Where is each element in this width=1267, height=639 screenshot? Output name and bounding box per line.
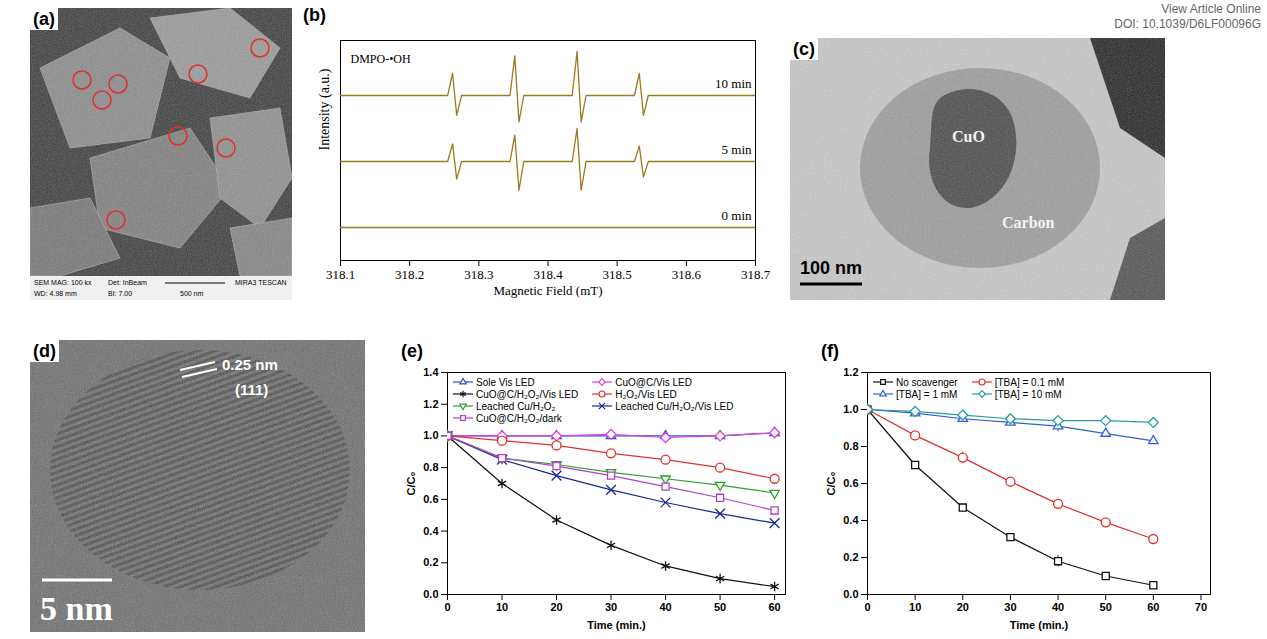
svg-text:0.4: 0.4 xyxy=(423,525,439,537)
svg-text:0.8: 0.8 xyxy=(843,440,858,452)
svg-text:318.7: 318.7 xyxy=(741,267,770,282)
svg-text:50: 50 xyxy=(714,601,726,613)
svg-text:20: 20 xyxy=(550,601,562,613)
html-text:CuO@C/H₂O₂/Vis LED: CuO@C/H₂O₂/Vis LED xyxy=(476,388,579,400)
svg-text:MIRA3 TESCAN: MIRA3 TESCAN xyxy=(235,279,287,286)
html-text:Leached Cu/H₂O₂/Vis LED: Leached Cu/H₂O₂/Vis LED xyxy=(615,400,734,412)
svg-text:20: 20 xyxy=(957,601,969,613)
svg-text:50: 50 xyxy=(1100,601,1112,613)
svg-text:40: 40 xyxy=(1052,601,1064,613)
svg-text:60: 60 xyxy=(768,601,780,613)
svg-text:0.8: 0.8 xyxy=(423,461,438,473)
html-text:(f): (f) xyxy=(821,341,839,361)
html-text:No scavenger: No scavenger xyxy=(896,376,958,388)
svg-text:318.5: 318.5 xyxy=(603,267,632,282)
svg-text:318.6: 318.6 xyxy=(672,267,702,282)
svg-text:60: 60 xyxy=(1147,601,1159,613)
svg-text:500 nm: 500 nm xyxy=(180,290,204,297)
svg-text:1.2: 1.2 xyxy=(423,398,438,410)
html-text:[TBA] = 10 mM: [TBA] = 10 mM xyxy=(994,388,1062,400)
svg-text:BI: 7.00: BI: 7.00 xyxy=(108,290,132,297)
svg-text:30: 30 xyxy=(605,601,617,613)
svg-text:1.2: 1.2 xyxy=(843,366,858,378)
svg-text:70: 70 xyxy=(1195,601,1207,613)
svg-text:0: 0 xyxy=(444,601,450,613)
svg-text:0.0: 0.0 xyxy=(843,588,858,600)
svg-text:Time (min.): Time (min.) xyxy=(1010,619,1069,631)
svg-text:0.2: 0.2 xyxy=(423,556,438,568)
svg-text:1.0: 1.0 xyxy=(843,403,858,415)
svg-text:30: 30 xyxy=(1004,601,1016,613)
html-text:View Article Online: View Article Online xyxy=(1161,2,1261,16)
html-text:CuO@C/Vis LED: CuO@C/Vis LED xyxy=(615,376,692,388)
svg-text:10: 10 xyxy=(909,601,921,613)
svg-text:Intensity (a.u.): Intensity (a.u.) xyxy=(317,68,333,150)
svg-text:5 nm: 5 nm xyxy=(40,590,113,627)
svg-text:0.2: 0.2 xyxy=(843,551,858,563)
svg-text:318.3: 318.3 xyxy=(464,267,493,282)
html-text:(a): (a) xyxy=(33,9,55,29)
html-text:DOI: 10.1039/D6LF00096G: DOI: 10.1039/D6LF00096G xyxy=(1114,17,1261,31)
html-text:(b): (b) xyxy=(303,5,326,25)
svg-text:0.0: 0.0 xyxy=(423,588,438,600)
svg-text:0.6: 0.6 xyxy=(843,477,858,489)
svg-text:1.0: 1.0 xyxy=(423,429,438,441)
svg-text:Det: InBeam: Det: InBeam xyxy=(108,279,147,286)
html-text:[TBA] = 1 mM: [TBA] = 1 mM xyxy=(896,388,958,400)
svg-text:1.4: 1.4 xyxy=(423,366,439,378)
svg-text:0.6: 0.6 xyxy=(423,493,438,505)
svg-text:5 min: 5 min xyxy=(722,142,752,157)
html-text:CuO@C/H₂O₂/dark: CuO@C/H₂O₂/dark xyxy=(476,412,562,424)
svg-text:WD: 4.98 mm: WD: 4.98 mm xyxy=(34,290,77,297)
svg-text:Carbon: Carbon xyxy=(1002,214,1055,231)
html-text:H₂O₂/Vis LED: H₂O₂/Vis LED xyxy=(615,388,677,400)
svg-text:10: 10 xyxy=(496,601,508,613)
svg-text:Magnetic Field (mT): Magnetic Field (mT) xyxy=(493,283,602,298)
svg-text:SEM MAG: 100 kx: SEM MAG: 100 kx xyxy=(34,279,92,286)
svg-text:0: 0 xyxy=(864,601,870,613)
svg-text:(111): (111) xyxy=(235,381,268,398)
svg-text:318.4: 318.4 xyxy=(533,267,563,282)
svg-text:318.2: 318.2 xyxy=(395,267,424,282)
svg-text:100 nm: 100 nm xyxy=(800,258,862,278)
svg-text:10 min: 10 min xyxy=(715,76,752,91)
svg-text:CuO: CuO xyxy=(952,128,985,145)
svg-text:0 min: 0 min xyxy=(722,208,752,223)
svg-text:0.25 nm: 0.25 nm xyxy=(222,356,278,373)
svg-text:318.1: 318.1 xyxy=(326,267,355,282)
html-text:Leached Cu/H₂O₂: Leached Cu/H₂O₂ xyxy=(476,400,556,412)
svg-text:0.4: 0.4 xyxy=(843,514,859,526)
svg-text:40: 40 xyxy=(659,601,671,613)
svg-text:DMPO-•OH: DMPO-•OH xyxy=(351,52,412,66)
html-text:(d): (d) xyxy=(33,341,56,361)
html-text:(e): (e) xyxy=(401,341,423,361)
svg-text:C/C₀: C/C₀ xyxy=(825,472,837,496)
html-text:(c): (c) xyxy=(793,39,815,59)
svg-text:C/C₀: C/C₀ xyxy=(405,472,417,496)
svg-text:Time (min.): Time (min.) xyxy=(587,619,646,631)
html-text:[TBA] = 0.1 mM: [TBA] = 0.1 mM xyxy=(994,376,1065,388)
html-text:Sole Vis LED: Sole Vis LED xyxy=(476,376,535,388)
